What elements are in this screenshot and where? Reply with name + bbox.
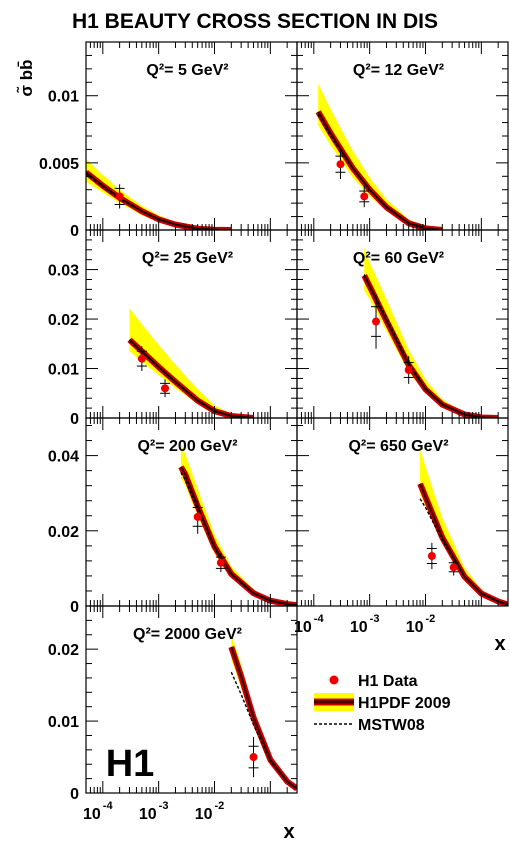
panel-4: Q²= 60 GeV² <box>296 229 509 419</box>
panel-plot-area <box>315 83 443 230</box>
x-tick-label: 10 <box>350 619 368 636</box>
y-tick-label: 0.02 <box>48 312 79 329</box>
panel-title: Q²= 60 GeV² <box>353 250 444 267</box>
y-tick-label: 0.02 <box>48 524 79 541</box>
panel-title: Q²= 200 GeV² <box>137 438 237 455</box>
panel-title: Q²= 12 GeV² <box>353 62 444 79</box>
legend-data-label: H1 Data <box>358 673 418 690</box>
h1pdf-inner-band <box>228 646 297 792</box>
panel-title: Q²= 2000 GeV² <box>133 626 242 643</box>
x-tick-label-exponent: -4 <box>103 800 114 812</box>
x-axis-label-bottom: x <box>283 821 294 843</box>
data-point <box>404 366 413 375</box>
data-point <box>193 512 202 521</box>
h1pdf-uncertainty-band <box>318 83 443 230</box>
x-axis-label-right: x <box>494 633 505 655</box>
panel-1: 0 0.005 0.01 Q²= 5 GeV² <box>39 41 298 240</box>
panel-plot-area <box>361 247 499 418</box>
panel-5: 0 0.02 0.04 Q²= 200 GeV² <box>48 417 298 616</box>
x-tick-label: 10 <box>139 806 157 823</box>
y-tick-label: 0 <box>70 223 79 240</box>
y-tick-label: 0.03 <box>48 263 79 280</box>
legend-band-label: H1PDF 2009 <box>358 695 451 712</box>
h1pdf-uncertainty-band <box>420 448 508 605</box>
y-tick-label: 0 <box>70 599 79 616</box>
x-tick-label: 10 <box>83 806 101 823</box>
y-tick-label: 0.01 <box>48 89 79 106</box>
y-tick-label: 0.01 <box>48 362 79 379</box>
x-tick-label: 10 <box>406 619 424 636</box>
panel-title: Q²= 5 GeV² <box>146 62 228 79</box>
x-tick-label: 10 <box>294 619 312 636</box>
panel-plot-area <box>127 308 254 418</box>
mstw08-line <box>129 340 254 418</box>
data-point <box>137 354 146 363</box>
x-tick-label-exponent: -3 <box>159 800 169 812</box>
mstw08-line <box>230 671 297 790</box>
data-point <box>216 558 225 567</box>
y-tick-label: 0.04 <box>48 449 79 466</box>
panel-title: Q²= 25 GeV² <box>142 250 233 267</box>
panel-title: Q²= 650 GeV² <box>348 438 448 455</box>
panel-2: Q²= 12 GeV² <box>296 41 509 231</box>
data-point <box>449 563 458 572</box>
h1pdf-uncertainty-band <box>231 633 297 791</box>
chart-panels: 0 0.005 0.01 Q²= 5 GeV² Q²= 12 GeV² 0 0.01 0.02… <box>39 41 509 823</box>
h1pdf-uncertainty-band <box>129 308 254 418</box>
panel-plot-area <box>228 633 297 792</box>
y-tick-label: 0.01 <box>48 714 79 731</box>
panel-plot-area <box>178 444 297 606</box>
y-axis-label: σ̃ bb̄ <box>16 59 36 96</box>
data-point <box>161 384 170 393</box>
y-tick-label: 0 <box>70 786 79 803</box>
legend: H1 Data H1PDF 2009 MSTW08 <box>314 673 451 734</box>
y-tick-label: 0.005 <box>39 156 79 173</box>
y-tick-label: 0 <box>70 411 79 428</box>
x-tick-label-exponent: -2 <box>215 800 225 812</box>
panel-frame <box>85 605 298 794</box>
x-tick-label-exponent: -3 <box>370 613 380 625</box>
data-point <box>427 551 436 560</box>
panel-3: 0 0.01 0.02 0.03 Q²= 25 GeV² <box>48 229 298 428</box>
panel-frame <box>296 417 509 607</box>
data-point <box>249 753 258 762</box>
data-point <box>115 192 124 201</box>
y-tick-label: 0.02 <box>48 642 79 659</box>
legend-data-marker <box>329 675 339 685</box>
figure-title: H1 BEAUTY CROSS SECTION IN DIS <box>72 10 438 33</box>
data-point <box>336 160 345 169</box>
data-point <box>360 192 369 201</box>
x-tick-label: 10 <box>195 806 213 823</box>
h1-logo: H1 <box>106 743 155 785</box>
h1pdf-inner-band <box>178 465 297 606</box>
data-point <box>372 317 381 326</box>
x-tick-label-exponent: -2 <box>426 613 436 625</box>
panel-plot-area <box>417 448 508 606</box>
h1pdf-central-line <box>179 466 297 606</box>
legend-mstw-label: MSTW08 <box>358 717 425 734</box>
x-tick-label-exponent: -4 <box>314 613 325 625</box>
